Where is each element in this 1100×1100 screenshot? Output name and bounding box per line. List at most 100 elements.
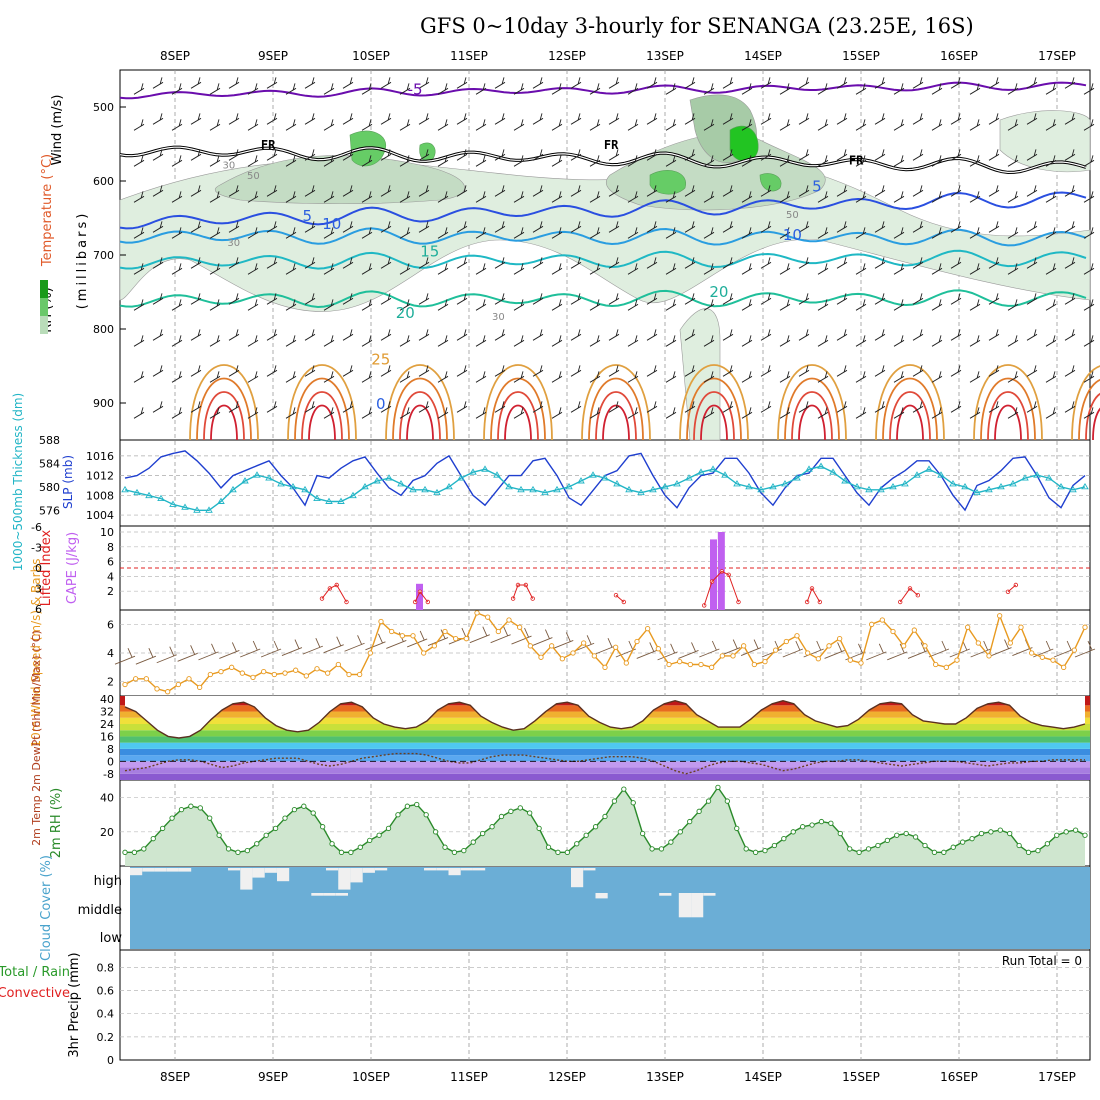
- upper-wind-barb: [361, 371, 373, 383]
- thickness-point: [121, 485, 129, 493]
- slp-frame: [119, 439, 1091, 527]
- rh2m-point: [884, 837, 891, 844]
- upper-wind-barb: [342, 185, 354, 197]
- ylabel-lifted-index: Lifted Index: [39, 529, 54, 606]
- thickness-tick-label: 580: [39, 481, 60, 494]
- upper-wind-barb: [684, 149, 696, 161]
- wind-barb: [177, 645, 198, 662]
- rh2m-point: [574, 841, 580, 847]
- upper-wind-barb: [418, 329, 430, 341]
- upper-wind-barb: [152, 221, 164, 233]
- thickness-point: [145, 491, 153, 499]
- lifted-index-tick-label: 3: [35, 582, 42, 595]
- upper-wind-barb: [665, 227, 677, 239]
- upper-wind-barb: [551, 119, 563, 131]
- isotherm-label: 10: [783, 226, 802, 244]
- rh2m-point: [545, 844, 552, 850]
- thickness-point: [733, 480, 741, 487]
- isotherm-warm-lobe: [602, 404, 630, 441]
- upper-wind-barb: [1064, 185, 1076, 197]
- upper-wind-barb: [893, 191, 905, 203]
- cloud-block-high: [166, 868, 179, 872]
- wind-speed-point: [613, 644, 619, 650]
- isotherm-warm-lobe: [1071, 365, 1100, 441]
- upper-wind-barb: [1026, 401, 1038, 413]
- upper-wind-barb: [513, 155, 525, 167]
- cloud-block-high: [571, 868, 584, 888]
- upper-wind-barb: [513, 227, 525, 239]
- thickness-point: [469, 468, 477, 475]
- upper-wind-barb: [361, 227, 373, 239]
- upper-wind-barb: [266, 77, 278, 89]
- wind-speed-point: [997, 613, 1003, 619]
- thickness-point: [817, 462, 825, 469]
- temp-tick-label: 16: [100, 730, 114, 743]
- upper-wind-barb: [570, 293, 582, 305]
- upper-wind-barb: [494, 293, 506, 305]
- upper-wind-barb: [722, 149, 734, 161]
- upper-wind-barb: [133, 155, 145, 167]
- upper-wind-barb: [912, 113, 924, 125]
- upper-wind-barb: [133, 83, 145, 95]
- thickness-point: [601, 474, 609, 481]
- wind-speed-point: [826, 643, 832, 649]
- upper-wind-barb: [589, 119, 601, 131]
- rh2m-point: [1063, 829, 1069, 835]
- upper-wind-barb: [532, 257, 544, 269]
- thickness-point: [493, 471, 501, 478]
- upper-wind-barb: [1026, 77, 1038, 89]
- upper-wind-barb: [285, 155, 297, 167]
- temp-color-band: [120, 773, 1090, 780]
- upper-wind-barb: [912, 329, 924, 341]
- thickness-point: [1021, 474, 1029, 481]
- thickness-point: [409, 485, 417, 493]
- upper-wind-barb: [912, 221, 924, 233]
- upper-wind-barb: [456, 221, 468, 233]
- upper-wind-barb: [912, 149, 924, 161]
- upper-wind-barb: [931, 191, 943, 203]
- rh2m-point: [903, 830, 909, 837]
- rh2m-point: [959, 839, 966, 845]
- wind-speed-point: [922, 643, 928, 649]
- wind-speed-point: [165, 689, 171, 695]
- cape-tick-label: 8: [107, 541, 114, 554]
- upper-wind-barb: [247, 299, 259, 311]
- upper-wind-barb: [228, 401, 240, 413]
- upper-wind-barb: [475, 155, 487, 167]
- wind-barb: [198, 643, 219, 661]
- upper-wind-barb: [741, 83, 753, 95]
- wind-speed-point: [1039, 654, 1045, 660]
- bottom-date-label: 16SEP: [940, 1070, 978, 1084]
- thickness-point: [577, 477, 585, 484]
- thickness-point: [793, 474, 801, 481]
- upper-wind-barb: [171, 155, 183, 167]
- wind-barb: [511, 627, 532, 645]
- upper-wind-barb: [779, 83, 791, 95]
- upper-wind-barb: [893, 227, 905, 239]
- rh2m-point: [159, 825, 166, 832]
- wind-speed-point: [581, 640, 587, 646]
- isotherm-warm-lobe: [1078, 379, 1100, 441]
- rh2m-point: [658, 846, 665, 852]
- isotherm-label: 25: [371, 351, 390, 369]
- upper-wind-barb: [836, 365, 848, 377]
- upper-wind-barb: [988, 77, 1000, 89]
- upper-wind-barb: [323, 119, 335, 131]
- rh2m-point: [592, 824, 599, 830]
- rh2m-point: [508, 808, 514, 814]
- wind-speed-point: [1061, 664, 1067, 670]
- upper-wind-barb: [931, 83, 943, 95]
- thickness-point: [841, 477, 849, 484]
- rh-high-patch: [759, 173, 782, 192]
- upper-wind-barb: [874, 329, 886, 341]
- isotherm-label: FR: [849, 154, 864, 168]
- bottom-date-axis: 8SEP 9SEP 10SEP 11SEP 12SEP 13SEP 14SEP …: [160, 1070, 1076, 1084]
- top-date-label: 9SEP: [258, 49, 288, 63]
- rh2m-point: [207, 815, 213, 821]
- upper-wind-barb: [665, 335, 677, 347]
- wind-barb: [970, 640, 991, 658]
- isotherm-warm-lobe: [385, 364, 455, 441]
- upper-wind-barb: [304, 185, 316, 197]
- rh2m-point: [649, 846, 655, 852]
